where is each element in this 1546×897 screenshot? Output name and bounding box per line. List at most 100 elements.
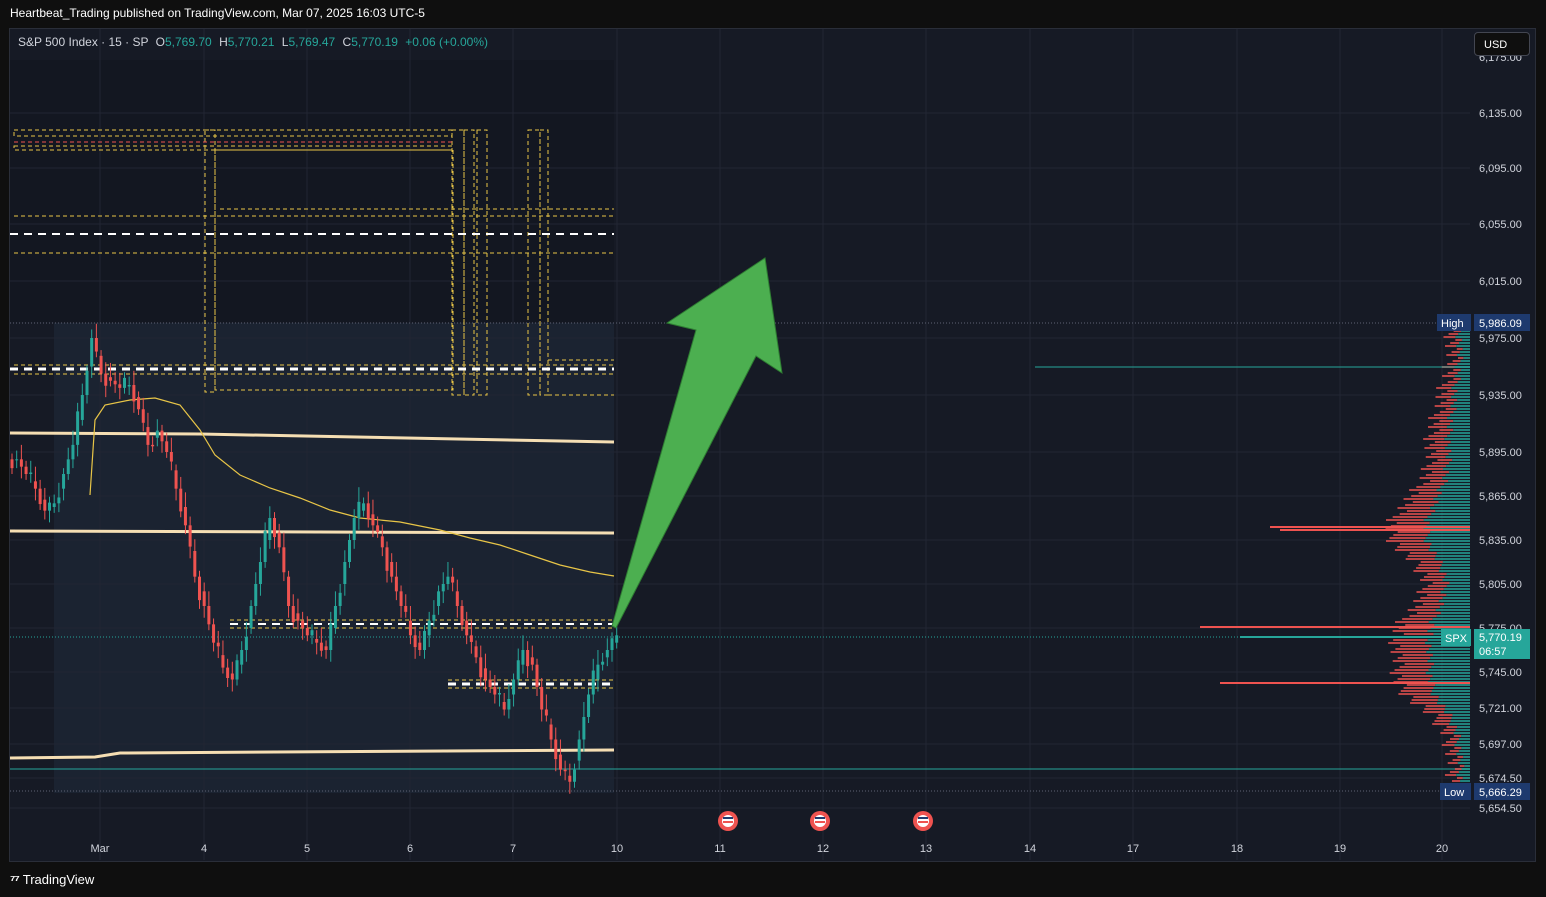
vp-bar-buy [1437,495,1470,497]
price-tick: 5,697.00 [1479,739,1522,751]
candle-body [43,499,47,511]
vp-bar-buy [1435,684,1470,686]
vp-bar-buy [1451,396,1470,398]
vp-bar-buy [1460,759,1470,761]
vp-bar-sell [1406,510,1436,512]
vp-bar-sell [1398,693,1431,695]
candle-body [160,430,164,442]
vp-bar-buy [1449,462,1470,464]
close-value: 5,770.19 [351,35,398,49]
candle-body [460,606,464,626]
candle-body [99,355,103,374]
candle-body [526,650,530,667]
vp-bar-sell [1411,699,1438,701]
time-tick: 17 [1127,843,1139,855]
candle-body [94,338,98,352]
price-tick: 5,895.00 [1479,447,1522,459]
vp-bar-sell [1442,375,1455,377]
vp-bar-buy [1436,489,1470,491]
vp-bar-sell [1403,498,1434,500]
vp-bar-sell [1404,663,1435,665]
candle-body [582,717,586,740]
vp-bar-buy [1455,336,1470,338]
candle-body [441,584,445,592]
vp-bar-sell [1415,606,1440,608]
candle-body [263,531,267,562]
vp-peak [1240,636,1470,638]
vp-bar-buy [1436,552,1470,554]
candle-body [287,576,291,606]
candle-body [343,562,347,584]
vp-bar-sell [1413,570,1439,572]
symbol-label[interactable]: S&P 500 Index · 15 · SP [18,35,149,49]
vp-bar-buy [1441,564,1470,566]
vp-bar-sell [1450,738,1460,740]
candle-body [479,657,483,678]
vp-bar-buy [1457,372,1470,374]
footer-brand[interactable]: ⁷⁷ TradingView [10,872,94,887]
vp-bar-buy [1460,780,1470,782]
vp-bar-sell [1428,417,1447,419]
price-tick: 6,055.00 [1479,219,1522,231]
vp-bar-sell [1423,576,1445,578]
vp-bar-sell [1437,459,1453,461]
low-key: L [281,35,289,49]
vp-bar-sell [1399,543,1432,545]
vp-bar-buy [1443,588,1470,590]
vp-bar-buy [1439,606,1470,608]
event-icons [718,811,933,831]
vp-bar-sell [1394,549,1429,551]
vp-bar-sell [1443,336,1456,338]
vp-bar-buy [1456,345,1470,347]
candle-body [258,562,262,584]
candle-body [244,636,248,650]
candle-body [174,470,178,489]
vp-bar-sell [1394,669,1429,671]
price-tick: 5,865.00 [1479,491,1522,503]
vp-bar-buy [1427,516,1470,518]
vp-bar-sell [1405,624,1435,626]
candle-body [108,377,112,381]
vp-bar-buy [1440,591,1470,593]
candle-body [52,503,56,507]
vp-bar-buy [1438,501,1470,503]
vp-bar-buy [1441,492,1470,494]
vp-bar-buy [1456,354,1470,356]
vp-bar-buy [1430,531,1470,533]
vp-bar-sell [1441,744,1455,746]
ohlc-legend: S&P 500 Index · 15 · SP O5,769.70 H5,770… [18,35,488,49]
candle-body [226,667,230,678]
vp-bar-sell [1451,780,1461,782]
price-tick: 5,935.00 [1479,390,1522,402]
vp-bar-sell [1441,384,1455,386]
candle-body [605,650,609,658]
vp-bar-buy [1444,447,1470,449]
vp-bar-buy [1434,624,1470,626]
vp-bar-sell [1445,345,1457,347]
vp-bar-buy [1447,444,1470,446]
vp-bar-sell [1447,372,1458,374]
change-value: +0.06 (+0.00%) [405,35,489,49]
candle-body [610,638,614,650]
brand-name: TradingView [22,872,95,887]
vp-bar-buy [1453,732,1470,734]
candle-body [615,635,619,643]
candle-body [587,694,591,717]
currency-button[interactable]: USD [1474,32,1530,56]
vp-bar-buy [1460,369,1470,371]
vp-bar-sell [1423,483,1445,485]
vp-bar-buy [1440,612,1470,614]
candle-body [90,338,94,367]
candle-body [493,687,497,695]
vp-bar-sell [1456,348,1463,350]
candle-body [202,591,206,606]
vp-bar-buy [1450,405,1470,407]
vp-peak [1270,526,1470,528]
candle-body [240,650,244,665]
candle-body [141,409,145,423]
candle-body [385,547,389,571]
candle-body [437,591,441,606]
candle-body [544,709,548,716]
vp-bar-sell [1423,438,1445,440]
